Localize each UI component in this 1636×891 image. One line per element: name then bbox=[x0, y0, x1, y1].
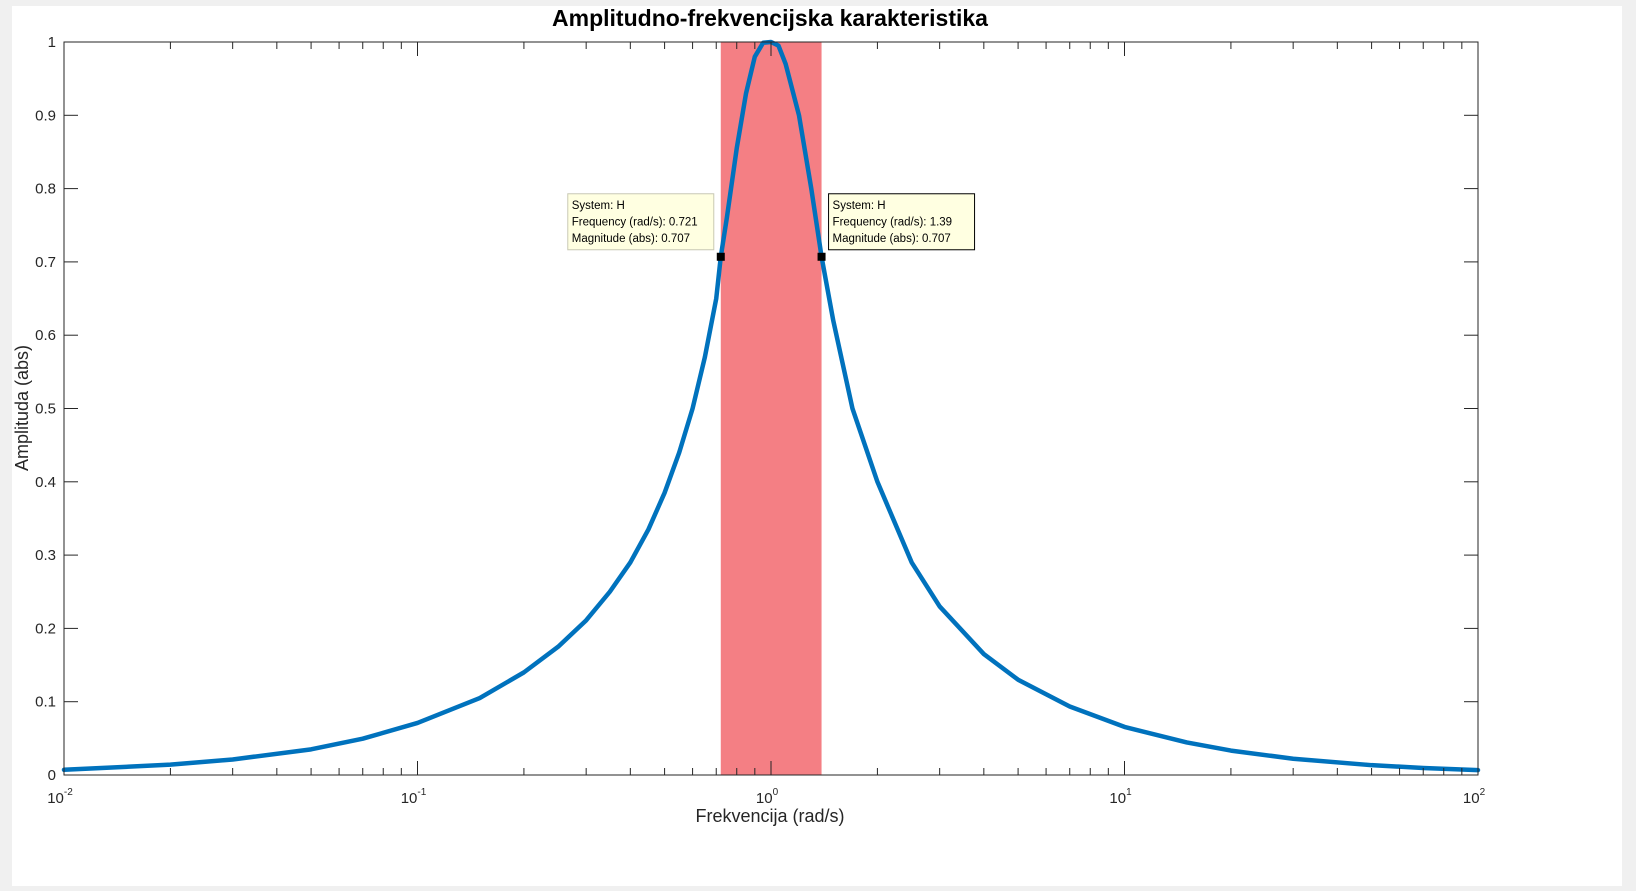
x-tick-label: 100 bbox=[756, 787, 779, 807]
series-line-0[interactable] bbox=[61, 39, 1481, 773]
y-tick-label: 0.3 bbox=[35, 547, 56, 564]
y-tick-label: 0.8 bbox=[35, 181, 56, 198]
y-tick-label: 0.2 bbox=[35, 620, 56, 637]
axis-ticks: 0 0.1 0.2 0.3 0.4 0.5 0.6 0.7 0.8 0.9 1 10-2 10-1 100… bbox=[35, 34, 1485, 807]
y-tick-label: 0 bbox=[48, 767, 56, 784]
y-tick-label: 1 bbox=[48, 34, 56, 51]
chart: Amplitudno-frekvencijska karakteristika … bbox=[12, 6, 1486, 826]
shaded-band bbox=[720, 42, 822, 775]
y-axis-label: Amplituda (abs) bbox=[12, 345, 32, 471]
x-tick-label: 102 bbox=[1463, 787, 1486, 807]
y-tick-label: 0.6 bbox=[35, 327, 56, 344]
datatip-marker[interactable] bbox=[716, 252, 725, 261]
x-axis-label: Frekvencija (rad/s) bbox=[695, 806, 844, 826]
x-tick-label: 10-2 bbox=[47, 787, 73, 807]
y-tick-label: 0.5 bbox=[35, 401, 56, 418]
chart-title: Amplitudno-frekvencijska karakteristika bbox=[552, 6, 988, 31]
datatip-line: System: H bbox=[572, 200, 625, 212]
datatip-line: Magnitude (abs): 0.707 bbox=[833, 233, 951, 245]
datatip-box[interactable] bbox=[828, 193, 976, 251]
x-tick-label: 101 bbox=[1109, 787, 1132, 807]
datatip-line: Frequency (rad/s): 0.721 bbox=[572, 216, 698, 228]
y-tick-label: 0.1 bbox=[35, 694, 56, 711]
x-tick-label: 10-1 bbox=[401, 787, 427, 807]
datatip-marker[interactable] bbox=[817, 252, 826, 261]
datatip-line: Magnitude (abs): 0.707 bbox=[572, 233, 690, 245]
y-tick-label: 0.7 bbox=[35, 254, 56, 271]
datatip-line: Frequency (rad/s): 1.39 bbox=[833, 216, 953, 228]
y-tick-label: 0.4 bbox=[35, 474, 56, 491]
figure: Amplitudno-frekvencijska karakteristika … bbox=[12, 6, 1622, 886]
y-tick-label: 0.9 bbox=[35, 107, 56, 124]
datatips[interactable]: System: H Frequency (rad/s): 0.721 Magnitu… bbox=[567, 193, 976, 261]
datatip-box[interactable] bbox=[567, 193, 715, 251]
datatip-line: System: H bbox=[833, 200, 886, 212]
plot-area[interactable] bbox=[61, 39, 1481, 775]
